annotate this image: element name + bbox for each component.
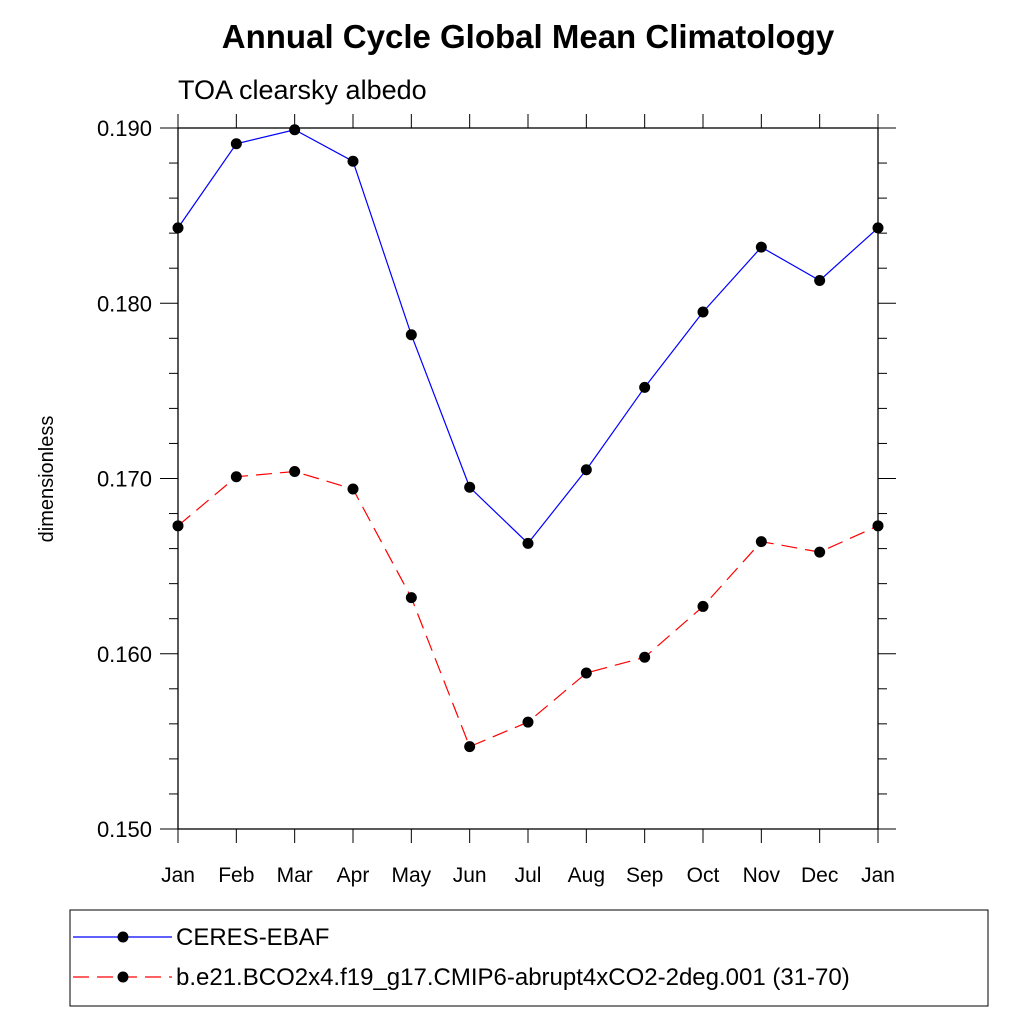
legend: CERES-EBAF b.e21.BCO2x4.f19_g17.CMIP6-abr… xyxy=(73,924,850,991)
data-point xyxy=(347,483,359,495)
data-point xyxy=(289,465,301,477)
series-line xyxy=(177,470,879,748)
y-axis-label: dimensionless xyxy=(36,416,58,543)
x-tick-label: Oct xyxy=(687,864,720,887)
data-point xyxy=(405,329,417,341)
x-tick-labels: Jan Feb Mar Apr May Jun Jul Aug Sep Oct Nov Dec Jan xyxy=(161,864,895,887)
data-point xyxy=(405,592,417,604)
legend-item-2: b.e21.BCO2x4.f19_g17.CMIP6-abrupt4xCO2-2… xyxy=(73,964,850,991)
y-tick-label: 0.170 xyxy=(97,467,152,492)
data-point xyxy=(172,520,184,532)
data-point xyxy=(522,716,534,728)
x-tick-label: Aug xyxy=(568,864,605,887)
axis-ticks xyxy=(160,114,896,843)
data-point xyxy=(522,537,534,549)
x-tick-label: Sep xyxy=(626,864,663,887)
legend-marker xyxy=(117,931,129,943)
x-tick-label: Apr xyxy=(337,864,370,887)
x-tick-label: Dec xyxy=(801,864,838,887)
data-point xyxy=(755,536,767,548)
x-tick-label: Jan xyxy=(861,864,895,887)
y-tick-label: 0.160 xyxy=(97,642,152,667)
y-tick-label: 0.190 xyxy=(97,116,152,141)
x-tick-label: Mar xyxy=(277,864,313,887)
data-point xyxy=(814,274,826,286)
data-point xyxy=(639,381,651,393)
chart-title: Annual Cycle Global Mean Climatology xyxy=(222,18,835,55)
series-2 xyxy=(172,465,884,753)
data-point xyxy=(697,600,709,612)
y-tick-label: 0.150 xyxy=(97,817,152,842)
data-point xyxy=(464,481,476,493)
y-tick-label: 0.180 xyxy=(97,291,152,316)
data-point xyxy=(872,520,884,532)
data-point xyxy=(580,667,592,679)
data-point xyxy=(464,741,476,753)
x-tick-label: Jun xyxy=(453,864,487,887)
data-point xyxy=(580,464,592,476)
legend-item-1: CERES-EBAF xyxy=(73,924,329,951)
data-point xyxy=(289,124,301,136)
data-point xyxy=(230,471,242,483)
x-tick-label: Jul xyxy=(515,864,542,887)
legend-label: b.e21.BCO2x4.f19_g17.CMIP6-abrupt4xCO2-2… xyxy=(176,964,850,991)
legend-box xyxy=(69,909,989,1007)
chart-subtitle: TOA clearsky albedo xyxy=(178,75,427,105)
data-point xyxy=(755,241,767,253)
data-point xyxy=(172,222,184,234)
legend-label: CERES-EBAF xyxy=(176,924,329,951)
y-tick-labels: 0.150 0.160 0.170 0.180 0.190 xyxy=(97,116,152,842)
x-tick-label: May xyxy=(391,864,431,887)
x-tick-label: Nov xyxy=(743,864,781,887)
series-line xyxy=(177,129,879,545)
x-tick-label: Jan xyxy=(161,864,195,887)
legend-marker xyxy=(117,971,129,983)
data-point xyxy=(814,546,826,558)
x-tick-label: Feb xyxy=(218,864,254,887)
series-layer xyxy=(172,124,884,753)
data-point xyxy=(639,651,651,663)
series-1 xyxy=(172,124,884,549)
data-point xyxy=(347,155,359,167)
data-point xyxy=(872,222,884,234)
data-point xyxy=(230,138,242,150)
data-point xyxy=(697,306,709,318)
